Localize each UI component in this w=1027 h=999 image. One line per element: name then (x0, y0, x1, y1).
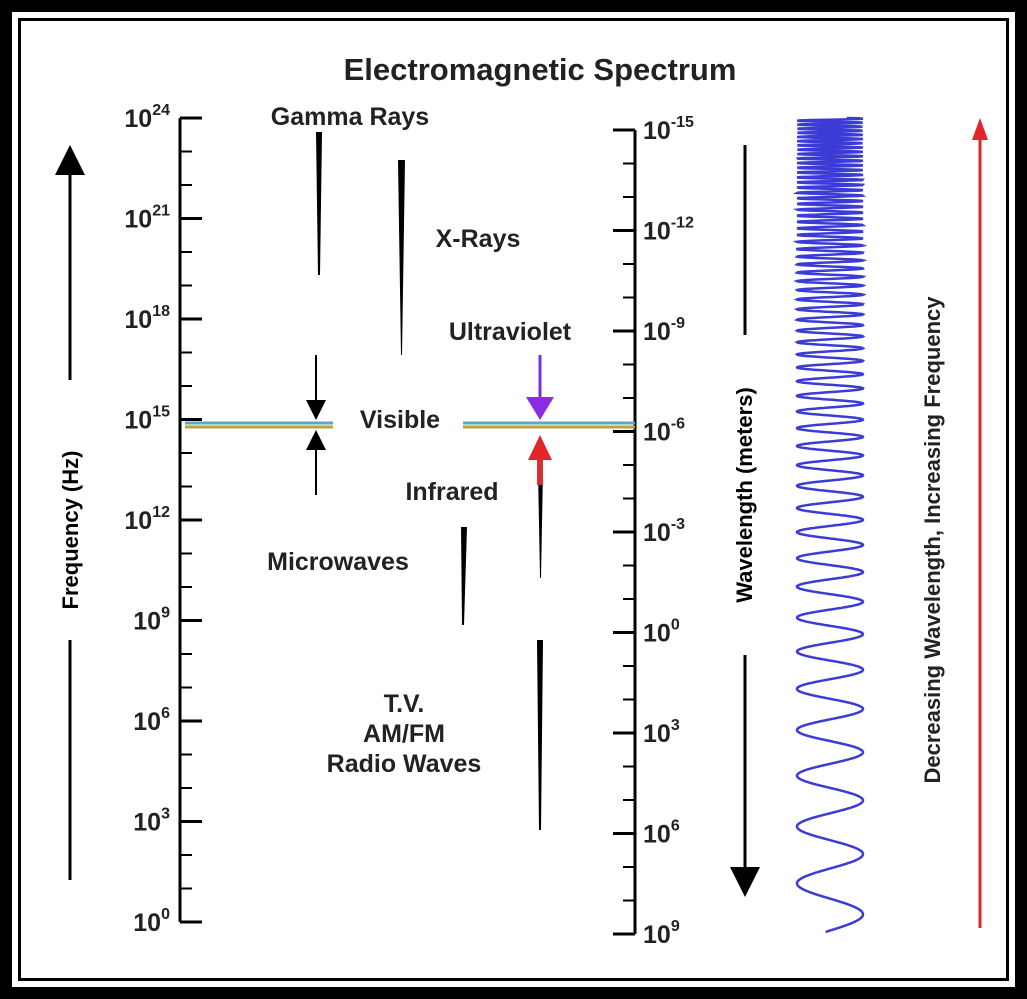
radio-label-line2: AM/FM (363, 720, 445, 748)
wavelength-axis: 10-15 10-12 10-9 10-6 10-3 100 103 106 109 (613, 114, 694, 949)
side-direction-label: Decreasing Wavelength, Increasing Freque… (920, 296, 945, 784)
frequency-tick-label: 1024 (124, 102, 170, 133)
gamma-rays-label: Gamma Rays (271, 103, 429, 131)
wavelength-tick-label: 10-12 (643, 215, 694, 246)
infrared-arrowhead (528, 435, 552, 460)
infrared-range-mark (538, 470, 543, 578)
wavelength-tick-label: 10-6 (643, 416, 685, 447)
red-up-arrowhead (972, 118, 988, 140)
radio-label-line3: Radio Waves (327, 750, 482, 778)
frequency-tick-label: 100 (133, 906, 170, 937)
direction-indicator: Decreasing Wavelength, Increasing Freque… (920, 118, 988, 928)
ultraviolet-label: Ultraviolet (449, 318, 572, 346)
page-title: Electromagnetic Spectrum (344, 52, 737, 87)
band-range-marks (316, 132, 543, 830)
frequency-tick-label: 1021 (124, 203, 170, 234)
visible-label: Visible (360, 406, 440, 434)
wavelength-axis-label: Wavelength (meters) (732, 387, 757, 603)
uv-arrowhead (526, 397, 554, 420)
radio-label-line1: T.V. (384, 690, 425, 718)
xray-range-mark (398, 160, 405, 355)
frequency-tick-label: 1012 (124, 504, 170, 535)
frequency-tick-label: 109 (133, 605, 170, 636)
wavelength-tick-label: 103 (643, 717, 680, 748)
wavelength-tick-label: 109 (643, 918, 680, 949)
x-rays-label: X-Rays (436, 225, 521, 253)
radio-range-mark (537, 640, 543, 830)
frequency-label-group: Frequency (Hz) (55, 145, 85, 880)
frequency-axis: 1024 1021 1018 1015 1012 109 106 103 100 (124, 102, 202, 937)
microwaves-label: Microwaves (267, 548, 409, 576)
wavelength-label-group: Wavelength (meters) (730, 145, 760, 897)
wavelength-tick-label: 106 (643, 818, 680, 849)
visible-band (185, 355, 635, 495)
frequency-tick-label: 1015 (124, 404, 170, 435)
microwave-range-mark (461, 527, 467, 625)
gamma-range-mark (316, 132, 322, 275)
wavelength-tick-label: 10-15 (643, 114, 694, 145)
frequency-axis-label: Frequency (Hz) (58, 451, 83, 610)
inner-frame (18, 18, 1009, 981)
infrared-label: Infrared (405, 478, 498, 506)
visible-label-backdrop (333, 400, 463, 438)
wavelength-tick-label: 10-9 (643, 315, 685, 346)
wavelength-tick-label: 10-3 (643, 516, 685, 547)
frequency-tick-label: 1018 (124, 303, 170, 334)
wavelength-tick-label: 100 (643, 617, 680, 648)
frequency-tick-label: 103 (133, 806, 170, 837)
wave-illustration (792, 116, 868, 934)
frequency-tick-label: 106 (133, 705, 170, 736)
